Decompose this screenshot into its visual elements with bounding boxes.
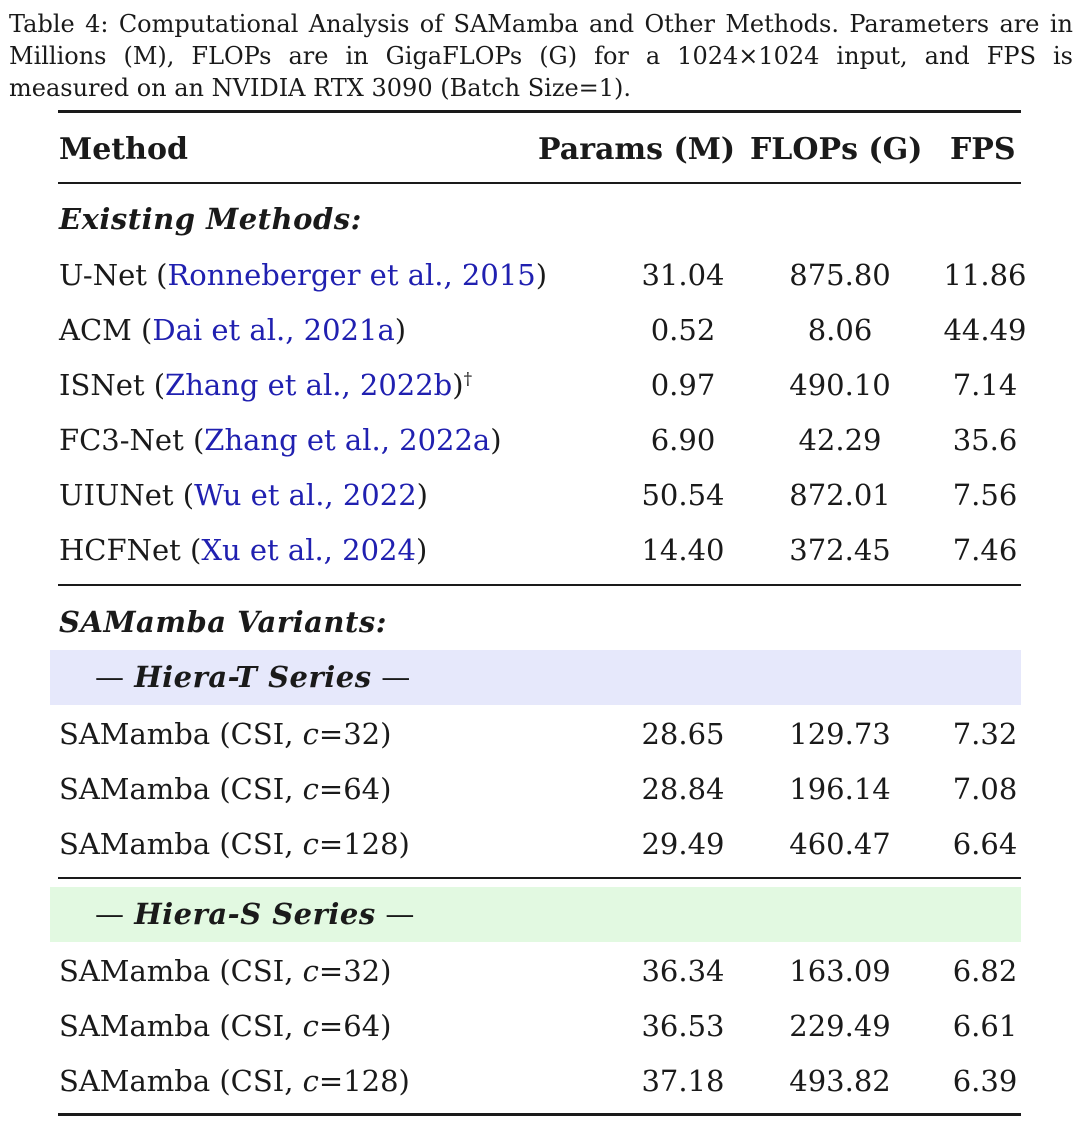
flops-cell: 8.06: [807, 313, 873, 347]
variable-c: c: [302, 1009, 319, 1043]
table-row: SAMamba (CSI, c=32) 28.65 129.73 7.32: [50, 707, 1021, 762]
variable-c: c: [302, 772, 319, 806]
method-cell: SAMamba (CSI, c=32): [59, 954, 392, 988]
table-row: U-Net (Ronneberger et al., 2015) 31.04 875…: [50, 248, 1027, 303]
method-cell: ACM (Dai et al., 2021a): [59, 313, 407, 347]
fps-cell: 7.46: [952, 533, 1018, 567]
flops-cell: 163.09: [789, 954, 891, 988]
fps-cell: 11.86: [943, 258, 1027, 292]
bottom-rule: [58, 1113, 1021, 1116]
variable-c: c: [302, 954, 319, 988]
citation-link: Xu et al., 2024: [201, 533, 416, 567]
existing-methods-title: Existing Methods:: [59, 202, 362, 236]
group-separator-rule: [58, 877, 1021, 879]
flops-cell: 42.29: [798, 423, 882, 457]
table-row: ISNet (Zhang et al., 2022b)† 0.97 490.10 7.…: [50, 358, 1021, 413]
citation-link: Zhang et al., 2022a: [204, 423, 491, 457]
table-row: SAMamba (CSI, c=64) 28.84 196.14 7.08: [50, 762, 1021, 817]
table-row: SAMamba (CSI, c=128) 29.49 460.47 6.64: [50, 817, 1021, 872]
variants-title: SAMamba Variants:: [59, 605, 387, 639]
method-cell: UIUNet (Wu et al., 2022): [59, 478, 428, 512]
flops-cell: 372.45: [789, 533, 891, 567]
series-label: — Hiera-S Series —: [95, 897, 415, 931]
table-row: SAMamba (CSI, c=64) 36.53 229.49 6.61: [50, 999, 1021, 1054]
dagger-mark: †: [463, 369, 473, 390]
fps-cell: 6.82: [952, 954, 1018, 988]
series-label: — Hiera-T Series —: [95, 660, 411, 694]
fps-cell: 35.6: [952, 423, 1018, 457]
table-row: HCFNet (Xu et al., 2024) 14.40 372.45 7.46: [50, 523, 1021, 578]
flops-cell: 493.82: [789, 1064, 891, 1098]
variable-c: c: [302, 717, 319, 751]
params-cell: 28.65: [641, 717, 725, 751]
dash-mark: —: [95, 897, 135, 931]
header-fps: FPS: [950, 132, 1016, 167]
table-row: UIUNet (Wu et al., 2022) 50.54 872.01 7.56: [50, 468, 1021, 523]
dash-mark: —: [375, 897, 415, 931]
method-cell: HCFNet (Xu et al., 2024): [59, 533, 428, 567]
flops-cell: 129.73: [789, 717, 891, 751]
header-rule: [58, 182, 1021, 184]
series-band: — Hiera-T Series —: [50, 650, 1021, 705]
table-row: SAMamba (CSI, c=32) 36.34 163.09 6.82: [50, 944, 1021, 999]
method-cell: U-Net (Ronneberger et al., 2015): [59, 258, 548, 292]
variable-c: c: [302, 827, 319, 861]
params-cell: 29.49: [641, 827, 725, 861]
dash-mark: —: [95, 660, 135, 694]
method-cell: ISNet (Zhang et al., 2022b)†: [59, 368, 473, 402]
table-row: SAMamba (CSI, c=128) 37.18 493.82 6.39: [50, 1054, 1021, 1109]
fps-cell: 7.14: [952, 368, 1018, 402]
params-cell: 31.04: [641, 258, 725, 292]
citation-link: Wu et al., 2022: [194, 478, 417, 512]
fps-cell: 6.39: [952, 1064, 1018, 1098]
method-cell: SAMamba (CSI, c=128): [59, 827, 410, 861]
params-cell: 6.90: [650, 423, 716, 457]
fps-cell: 7.08: [952, 772, 1018, 806]
header-row: Method Params (M) FLOPs (G) FPS: [50, 122, 1021, 177]
header-params: Params (M): [538, 132, 736, 167]
citation-link: Dai et al., 2021a: [152, 313, 395, 347]
params-cell: 36.34: [641, 954, 725, 988]
params-cell: 0.52: [650, 313, 716, 347]
fps-cell: 7.32: [952, 717, 1018, 751]
flops-cell: 460.47: [789, 827, 891, 861]
fps-cell: 7.56: [952, 478, 1018, 512]
flops-cell: 229.49: [789, 1009, 891, 1043]
flops-cell: 490.10: [789, 368, 891, 402]
params-cell: 50.54: [641, 478, 725, 512]
params-cell: 28.84: [641, 772, 725, 806]
method-cell: SAMamba (CSI, c=64): [59, 1009, 392, 1043]
series-band: — Hiera-S Series —: [50, 887, 1021, 942]
params-cell: 37.18: [641, 1064, 725, 1098]
header-flops: FLOPs (G): [750, 132, 923, 167]
method-cell: SAMamba (CSI, c=128): [59, 1064, 410, 1098]
params-cell: 36.53: [641, 1009, 725, 1043]
existing-bottom-rule: [58, 584, 1021, 586]
flops-cell: 196.14: [789, 772, 891, 806]
method-cell: FC3-Net (Zhang et al., 2022a): [59, 423, 502, 457]
method-cell: SAMamba (CSI, c=64): [59, 772, 392, 806]
flops-cell: 875.80: [789, 258, 891, 292]
top-rule: [58, 110, 1021, 113]
params-cell: 0.97: [650, 368, 716, 402]
header-method: Method: [59, 132, 188, 167]
method-cell: SAMamba (CSI, c=32): [59, 717, 392, 751]
params-cell: 14.40: [641, 533, 725, 567]
table-caption: Table 4: Computational Analysis of SAMam…: [9, 10, 1073, 102]
citation-link: Ronneberger et al., 2015: [167, 258, 536, 292]
fps-cell: 6.64: [952, 827, 1018, 861]
fps-cell: 6.61: [952, 1009, 1018, 1043]
fps-cell: 44.49: [943, 313, 1027, 347]
table-row: ACM (Dai et al., 2021a) 0.52 8.06 44.49: [50, 303, 1027, 358]
flops-cell: 872.01: [789, 478, 891, 512]
citation-link: Zhang et al., 2022b: [165, 368, 453, 402]
variable-c: c: [302, 1064, 319, 1098]
table-row: FC3-Net (Zhang et al., 2022a) 6.90 42.29 35…: [50, 413, 1021, 468]
dash-mark: —: [371, 660, 411, 694]
